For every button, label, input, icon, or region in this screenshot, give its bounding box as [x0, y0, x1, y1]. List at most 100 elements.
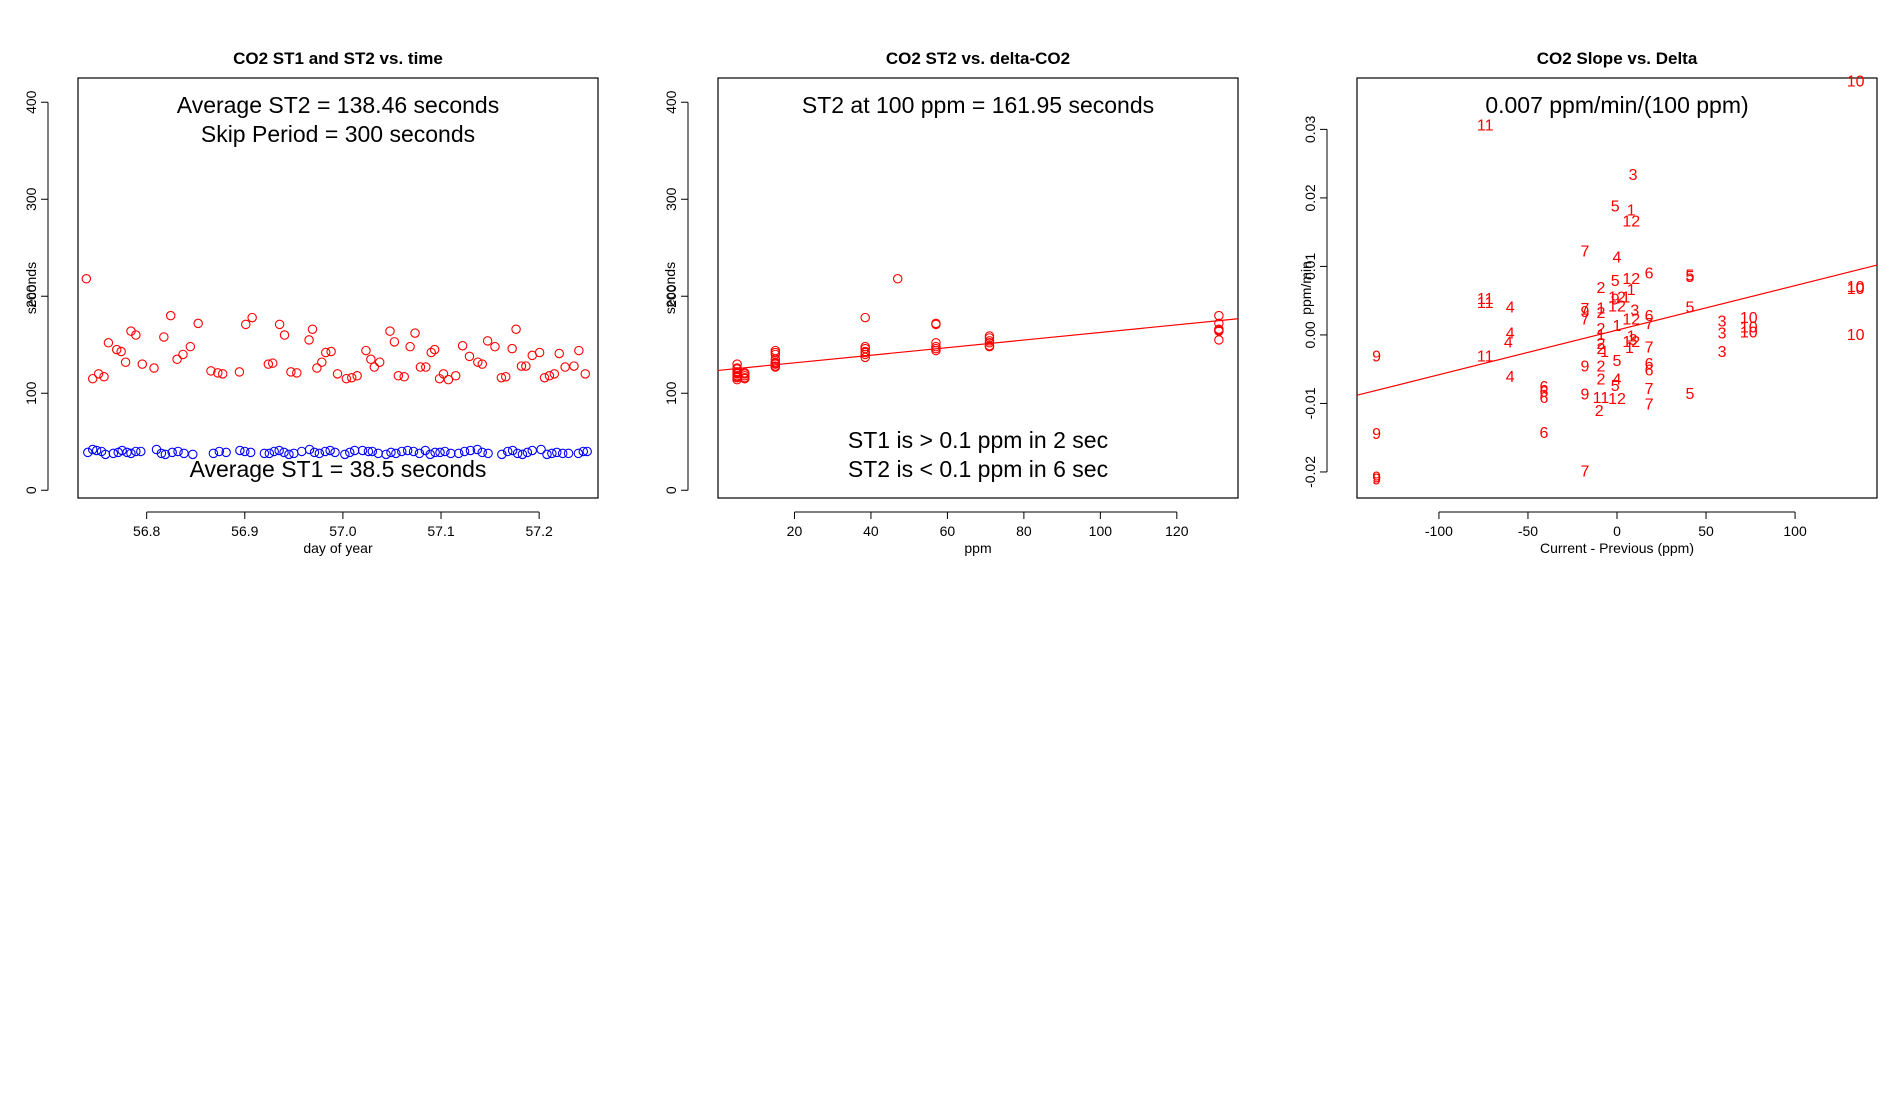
panel-1-point-st1 [435, 447, 445, 458]
panel-2-y-tick-label: 400 [663, 90, 679, 114]
panel-3-point-label: 12 [1622, 213, 1640, 230]
panel-2-point-st2 [1214, 310, 1224, 321]
panel-3-point-label: 4 [1506, 369, 1515, 386]
panel-1-point-st2 [490, 341, 500, 352]
panel-1-point-st1 [173, 446, 183, 457]
panel-3-plot-frame [1356, 77, 1878, 499]
panel-3-point-label: 12 [1622, 334, 1640, 351]
panel-3-point-label: 5 [1686, 386, 1695, 403]
panel-1-y-axis-label: seconds [23, 262, 39, 314]
panel-2-x-tick-label: 80 [1016, 523, 1032, 539]
panel-1-point-st2 [477, 359, 487, 369]
panel-2-point-st2 [770, 362, 781, 372]
panel-1-point-st1 [477, 447, 487, 458]
panel-3-x-tick-label: 100 [1783, 523, 1807, 539]
panel-1-point-st2 [438, 369, 449, 379]
panel-3-point-label: 1 [1621, 289, 1630, 306]
panel-1-point-st1 [188, 449, 198, 460]
panel-3-point-label: 7 [1580, 301, 1589, 318]
panel-3-point-label: 2 [1597, 341, 1606, 358]
panel-3-point-label: 7 [1645, 316, 1654, 333]
panel-1-point-st2 [286, 367, 296, 377]
panel-1-point-st2 [569, 361, 579, 371]
panel-2-point-st2 [770, 345, 781, 356]
panel-1-annotation-average-st2: Average ST2 = 138.46 seconds [177, 92, 499, 118]
panel-3-point-label: 11 [1593, 390, 1610, 407]
panel-1-point-st2 [385, 326, 395, 336]
panel-1-point-st1 [542, 449, 552, 460]
panel-1-point-st2 [507, 343, 517, 354]
panel-3-point-label: 12 [1608, 298, 1626, 315]
panel-2-annotation-st2-at-100ppm: ST2 at 100 ppm = 161.95 seconds [802, 92, 1154, 118]
panel-st1-st2-vs-time: CO2 ST1 and ST2 vs. time 0 100 200 300 400 5… [23, 49, 599, 556]
panel-3-point-label: 3 [1718, 326, 1727, 343]
panel-1-point-st2 [521, 361, 531, 371]
panel-1-point-st2 [457, 340, 468, 351]
panel-3-point-label: 2 [1597, 280, 1606, 297]
panel-3-point-label: 4 [1504, 335, 1513, 352]
panel-3-point-label: 2 [1595, 403, 1604, 420]
panel-2-point-st2 [860, 341, 870, 352]
panel-2-x-axis: 20 40 60 80 100 120 [787, 511, 1189, 539]
panel-3-point-label: 10 [1740, 320, 1758, 337]
panel-1-point-st1 [304, 444, 315, 455]
panel-2-y-tick-label: 100 [663, 381, 679, 405]
panel-3-point-label: 3 [1718, 313, 1727, 330]
panel-2-annotation-st2-threshold: ST2 is < 0.1 ppm in 6 sec [848, 456, 1108, 482]
panel-1-point-st2 [165, 310, 176, 321]
panel-3-point-label: 6 [1645, 308, 1654, 325]
panel-3-annotation-slope: 0.007 ppm/min/(100 ppm) [1485, 92, 1748, 118]
panel-1-point-st1 [117, 445, 127, 456]
panel-3-point-label: 9 [1580, 359, 1589, 376]
panel-1-point-st2 [241, 319, 251, 330]
panel-3-point-label: 1 [1627, 328, 1636, 345]
panel-1-point-st2 [263, 359, 274, 369]
panel-1-x-tick-label: 57.0 [329, 523, 356, 539]
panel-1-point-st1 [279, 447, 289, 458]
panel-1-point-st2 [137, 359, 148, 369]
panel-3-point-label: 1 [1627, 282, 1636, 299]
panel-1-point-st2 [511, 324, 521, 334]
panel-1-point-st1 [367, 446, 378, 457]
panel-1-point-st1 [497, 449, 507, 460]
panel-1-point-st2 [426, 347, 436, 358]
panel-1-point-st1 [345, 447, 355, 458]
panel-3-point-label: 2 [1597, 321, 1606, 338]
panel-3-point-label: 2 [1597, 305, 1606, 322]
panel-1-point-st2 [405, 341, 415, 352]
panel-1-point-st2 [268, 358, 278, 368]
panel-1-title: CO2 ST1 and ST2 vs. time [233, 49, 443, 68]
panel-1-point-st2 [213, 368, 223, 378]
panel-3-point-label: 7 [1645, 396, 1654, 413]
panel-1-points [81, 274, 592, 460]
panel-1-point-st2 [326, 346, 336, 357]
panel-1-plot-frame [77, 77, 599, 499]
panel-1-point-st2 [366, 354, 376, 365]
panel-3-point-label: 10 [1847, 74, 1865, 91]
panel-3-point-label: 5 [1611, 378, 1620, 395]
panel-3-point-label: 1 [1597, 327, 1606, 344]
panel-1-point-st1 [240, 446, 250, 457]
panel-1-point-st1 [563, 448, 574, 459]
panel-3-point-label: 7 [1580, 244, 1589, 261]
panel-3-point-label: 6 [1540, 379, 1549, 396]
panel-3-point-label: 11 [1477, 295, 1494, 312]
panel-1-point-st2 [312, 363, 322, 373]
panel-1-point-st1 [414, 448, 425, 459]
panel-1-point-st1 [245, 447, 256, 458]
panel-3-point-label: 4 [1613, 250, 1622, 267]
panel-1-point-st1 [517, 449, 528, 460]
panel-3-point-label: 9 [1372, 472, 1381, 489]
panel-1-point-st1 [83, 447, 93, 458]
panel-1-point-st1 [536, 444, 546, 455]
panel-1-point-st2 [172, 354, 182, 365]
panel-1-point-st1 [430, 447, 440, 458]
panel-3-point-label: 6 [1645, 356, 1654, 373]
panel-2-annotation-st1-threshold: ST1 is > 0.1 ppm in 2 sec [848, 427, 1108, 453]
panel-1-point-st2 [443, 374, 454, 385]
panel-1-point-st1 [397, 446, 407, 457]
panel-1-point-st1 [314, 448, 325, 459]
panel-3-x-tick-label: -50 [1518, 523, 1538, 539]
panel-3-fit-line [1356, 264, 1878, 396]
